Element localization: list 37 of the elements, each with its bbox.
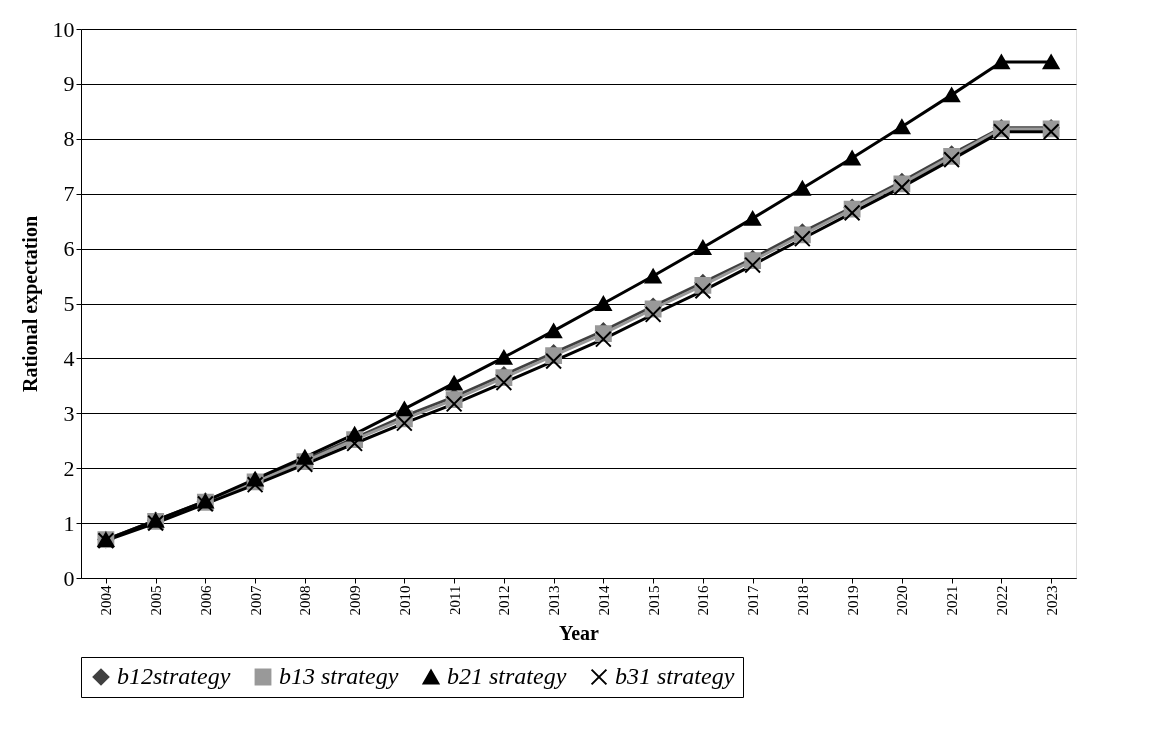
y-tick-label: 4 (63, 345, 75, 371)
legend-label: b13 strategy (279, 663, 399, 689)
x-tick-label: 2009 (347, 585, 364, 616)
y-axis-title: Rational expectation (18, 215, 42, 393)
legend-label: b31 strategy (615, 663, 735, 689)
x-tick-label: 2015 (645, 585, 662, 616)
x-tick-label: 2014 (595, 585, 612, 616)
y-tick-label: 10 (52, 16, 75, 42)
x-tick-label: 2022 (993, 585, 1010, 616)
x-tick-label: 2016 (695, 585, 712, 616)
y-tick-label: 3 (63, 400, 75, 426)
x-tick-label: 2006 (197, 585, 214, 616)
y-tick-label: 5 (63, 291, 75, 316)
x-tick-label: 2005 (148, 585, 165, 616)
x-tick-label: 2007 (247, 585, 264, 616)
x-tick-label: 2023 (1043, 585, 1060, 616)
x-tick-label: 2018 (794, 585, 811, 616)
x-tick-label: 2021 (944, 585, 961, 616)
y-tick-label: 9 (63, 71, 75, 97)
x-tick-label: 2004 (98, 585, 115, 616)
y-tick-label: 6 (63, 236, 75, 262)
y-tick-label: 7 (63, 181, 75, 207)
y-tick-label: 0 (63, 565, 75, 591)
x-tick-label: 2008 (297, 585, 314, 616)
y-tick-label: 1 (63, 510, 75, 536)
legend-label: b21 strategy (447, 663, 567, 689)
x-tick-label: 2020 (894, 585, 911, 616)
x-tick-label: 2013 (546, 585, 563, 616)
y-tick-label: 8 (63, 126, 75, 152)
x-tick-label: 2012 (496, 585, 513, 616)
x-axis-title: Year (559, 621, 600, 644)
x-tick-label: 2011 (446, 585, 463, 615)
y-tick-label: 2 (63, 455, 75, 481)
x-tick-label: 2010 (396, 585, 413, 616)
x-tick-label: 2019 (844, 585, 861, 616)
legend-label: b12strategy (117, 663, 231, 689)
x-tick-label: 2017 (745, 585, 762, 616)
